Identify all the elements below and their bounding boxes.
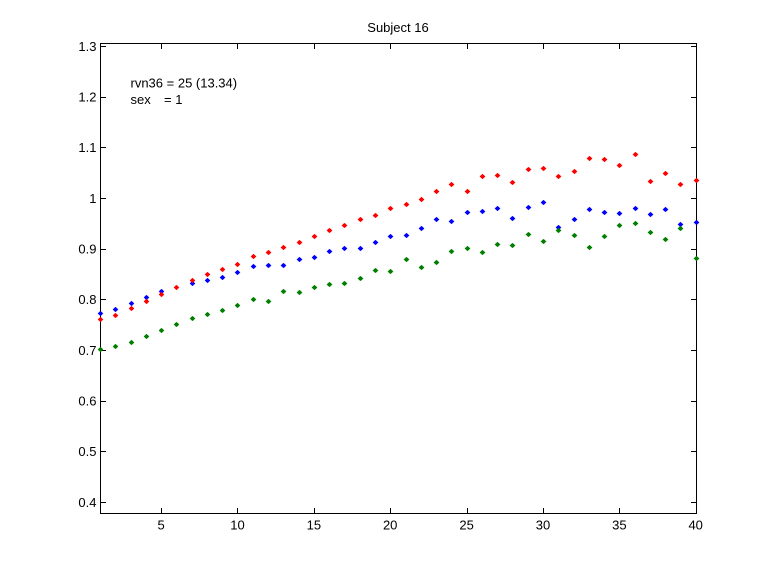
- svg-text:20: 20: [383, 518, 397, 533]
- svg-text:= 1: = 1: [164, 92, 182, 107]
- svg-text:1.3: 1.3: [78, 39, 96, 54]
- svg-text:0.4: 0.4: [78, 495, 96, 510]
- svg-text:1: 1: [89, 191, 96, 206]
- svg-text:1.2: 1.2: [78, 89, 96, 104]
- svg-text:10: 10: [230, 518, 244, 533]
- svg-text:rvn36 = 25 (13.34): rvn36 = 25 (13.34): [131, 76, 238, 91]
- svg-text:40: 40: [688, 518, 702, 533]
- svg-text:0.5: 0.5: [78, 444, 96, 459]
- svg-text:35: 35: [612, 518, 626, 533]
- svg-text:15: 15: [307, 518, 321, 533]
- svg-text:Subject 16: Subject 16: [367, 20, 428, 35]
- svg-text:0.8: 0.8: [78, 292, 96, 307]
- svg-text:25: 25: [459, 518, 473, 533]
- svg-text:0.9: 0.9: [78, 242, 96, 257]
- svg-text:sex: sex: [131, 92, 152, 107]
- svg-text:1.1: 1.1: [78, 140, 96, 155]
- svg-text:30: 30: [536, 518, 550, 533]
- svg-text:5: 5: [157, 518, 164, 533]
- svg-text:0.6: 0.6: [78, 394, 96, 409]
- svg-text:0.7: 0.7: [78, 343, 96, 358]
